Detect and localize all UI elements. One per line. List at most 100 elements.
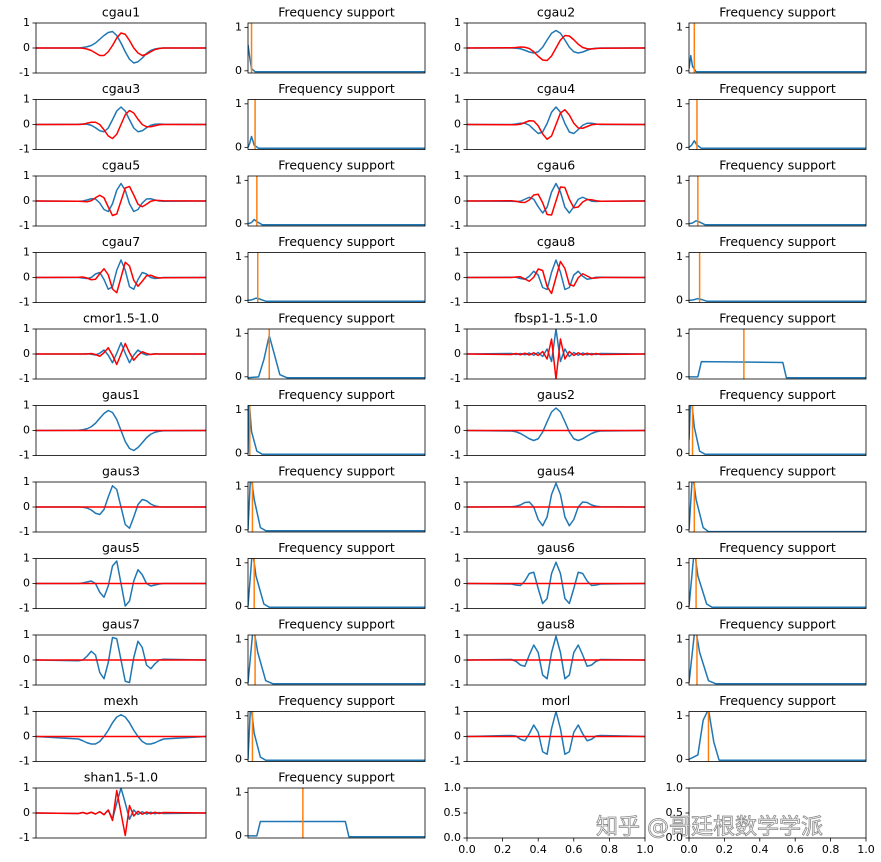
y-tick-label: -1	[19, 449, 30, 462]
y-tick-label: 1	[454, 399, 461, 412]
panel-title: Frequency support	[278, 617, 395, 632]
plot-area	[689, 482, 866, 532]
panel-title: Frequency support	[278, 81, 395, 96]
panel-title: cgau4	[537, 81, 575, 96]
plot-area	[36, 342, 206, 366]
plot-area	[36, 409, 206, 452]
y-tick-label: 0	[676, 523, 683, 536]
panel-title: cmor1.5-1.0	[83, 311, 159, 326]
y-tick-label: -1	[450, 219, 461, 232]
y-tick-label: 1	[676, 709, 683, 722]
line	[467, 407, 645, 442]
y-tick-label: -1	[19, 219, 30, 232]
y-tick-label: 1	[235, 709, 242, 722]
plot-area	[248, 405, 425, 456]
axes-frame	[247, 175, 426, 227]
y-tick-label: 0	[235, 370, 242, 383]
y-tick-label: 0	[454, 424, 461, 437]
y-tick-label: 1	[235, 173, 242, 186]
plot-area	[36, 30, 206, 64]
panel-title: gaus7	[102, 617, 140, 632]
panel: Frequency support 0 1	[676, 311, 867, 383]
line	[689, 635, 866, 685]
line	[248, 218, 425, 226]
plot-area	[36, 485, 206, 529]
axes-frame	[466, 252, 646, 303]
panel: gaus5 -1 0 1	[19, 540, 207, 615]
line	[248, 820, 425, 838]
line	[467, 329, 645, 363]
y-tick-label: -1	[19, 755, 30, 768]
panel-title: Frequency support	[278, 770, 395, 785]
plot-area	[467, 329, 645, 379]
plot-area	[36, 636, 206, 684]
y-tick-label: 1	[235, 403, 242, 416]
axes-frame	[688, 175, 867, 227]
axes-frame	[688, 481, 867, 533]
panel-title: Frequency support	[719, 5, 836, 20]
axes-frame	[466, 99, 646, 150]
y-tick-label: 1	[235, 20, 242, 33]
x-tick-label: 1.0	[636, 843, 654, 856]
panel-title: cgau2	[537, 5, 575, 20]
y-tick-label: -1	[450, 755, 461, 768]
y-tick-label: 0	[235, 676, 242, 689]
plot-area	[689, 99, 866, 150]
plot-area	[36, 106, 206, 140]
plot-area	[467, 711, 645, 755]
axes-frame	[35, 252, 207, 303]
panel: cgau5 -1 0 1	[19, 158, 207, 232]
y-tick-label: 0	[454, 730, 461, 743]
line	[689, 405, 866, 455]
panel-title: Frequency support	[719, 617, 836, 632]
plot-area	[467, 407, 645, 442]
watermark: 知乎 @哥廷根数学学派	[596, 815, 823, 840]
panel: Frequency support 0 1	[235, 81, 426, 153]
plot-area	[36, 788, 206, 837]
y-tick-label: 1	[676, 479, 683, 492]
y-tick-label: 0	[676, 370, 683, 383]
axes-frame	[35, 99, 207, 150]
axes-frame	[466, 711, 646, 762]
y-tick-label: -1	[19, 831, 30, 844]
y-tick-label: 0	[454, 271, 461, 284]
panel-title: cgau6	[537, 158, 575, 173]
axes-frame	[688, 634, 867, 686]
y-tick-label: 1	[23, 705, 30, 718]
plot-area	[36, 259, 206, 294]
y-tick-label: 1	[454, 475, 461, 488]
line	[248, 711, 425, 761]
x-tick-label: 0.8	[601, 843, 619, 856]
line	[36, 109, 206, 140]
y-tick-label: 0	[235, 217, 242, 230]
panel: cgau2 -1 0 1	[450, 5, 646, 79]
y-tick-label: 0	[676, 64, 683, 77]
line	[467, 561, 645, 605]
y-tick-label: 0	[454, 347, 461, 360]
panel-title: fbsp1-1.5-1.0	[514, 311, 598, 326]
line	[36, 259, 206, 290]
plot-area	[689, 711, 866, 762]
line	[467, 186, 645, 216]
y-tick-label: 0	[454, 500, 461, 513]
panel: Frequency support 0 1	[676, 617, 867, 689]
y-tick-label: 1	[23, 552, 30, 565]
y-tick-label: 0	[676, 140, 683, 153]
panel-title: cgau8	[537, 234, 575, 249]
panel: cgau1 -1 0 1	[19, 5, 207, 79]
y-tick-label: -1	[450, 372, 461, 385]
plot-area	[248, 788, 425, 838]
panel: cgau6 -1 0 1	[450, 158, 646, 232]
y-tick-label: 0.0	[666, 831, 684, 844]
y-tick-label: 0	[235, 446, 242, 459]
plot-area	[248, 176, 425, 226]
y-tick-label: 1	[676, 326, 683, 339]
y-tick-label: 0	[235, 140, 242, 153]
axes-frame	[35, 787, 207, 839]
y-tick-label: -1	[19, 678, 30, 691]
axes-frame	[688, 405, 867, 456]
panel: gaus1 -1 0 1	[19, 387, 207, 462]
line	[467, 260, 645, 295]
line	[467, 711, 645, 755]
y-tick-label: 0	[23, 194, 30, 207]
